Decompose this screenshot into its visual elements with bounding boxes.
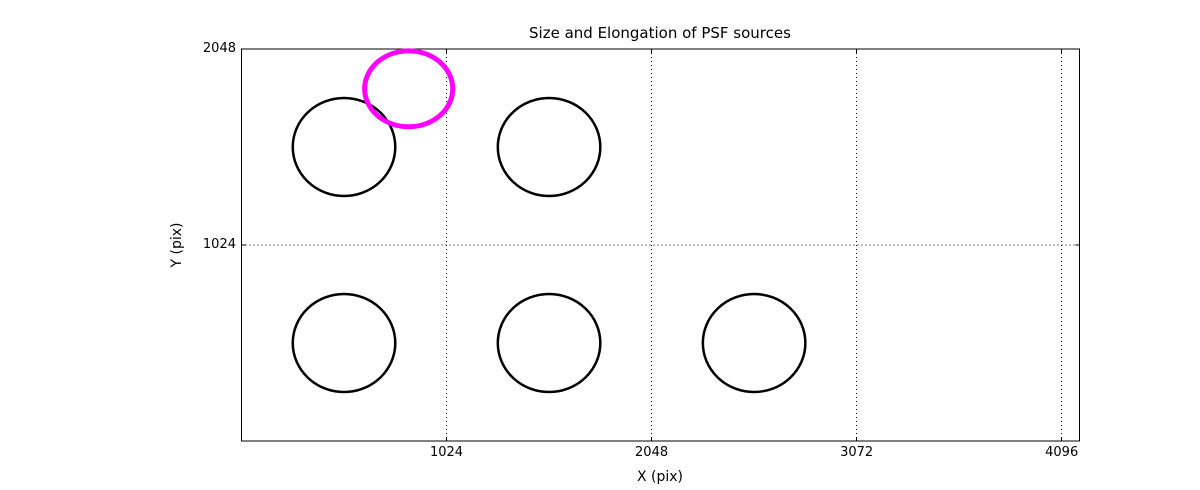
x-tick-label: 3072 <box>840 445 874 460</box>
x-tick-label: 1024 <box>429 445 464 460</box>
x-tick-label: 4096 <box>1045 445 1079 460</box>
highlighted-psf-source-marker <box>362 48 456 130</box>
psf-sources-marker <box>496 292 602 394</box>
x-axis-label: X (pix) <box>636 469 684 485</box>
y-tick-label: 2048 <box>202 41 236 56</box>
chart-title: Size and Elongation of PSF sources <box>529 24 791 42</box>
psf-sources-marker <box>291 96 397 198</box>
psf-sources-marker <box>701 292 807 394</box>
y-tick-label: 1024 <box>202 237 236 252</box>
plot-frame <box>241 48 1080 442</box>
psf-sources-marker <box>291 292 397 394</box>
x-tick-label: 2048 <box>635 445 669 460</box>
psf-sources-marker <box>496 96 602 198</box>
